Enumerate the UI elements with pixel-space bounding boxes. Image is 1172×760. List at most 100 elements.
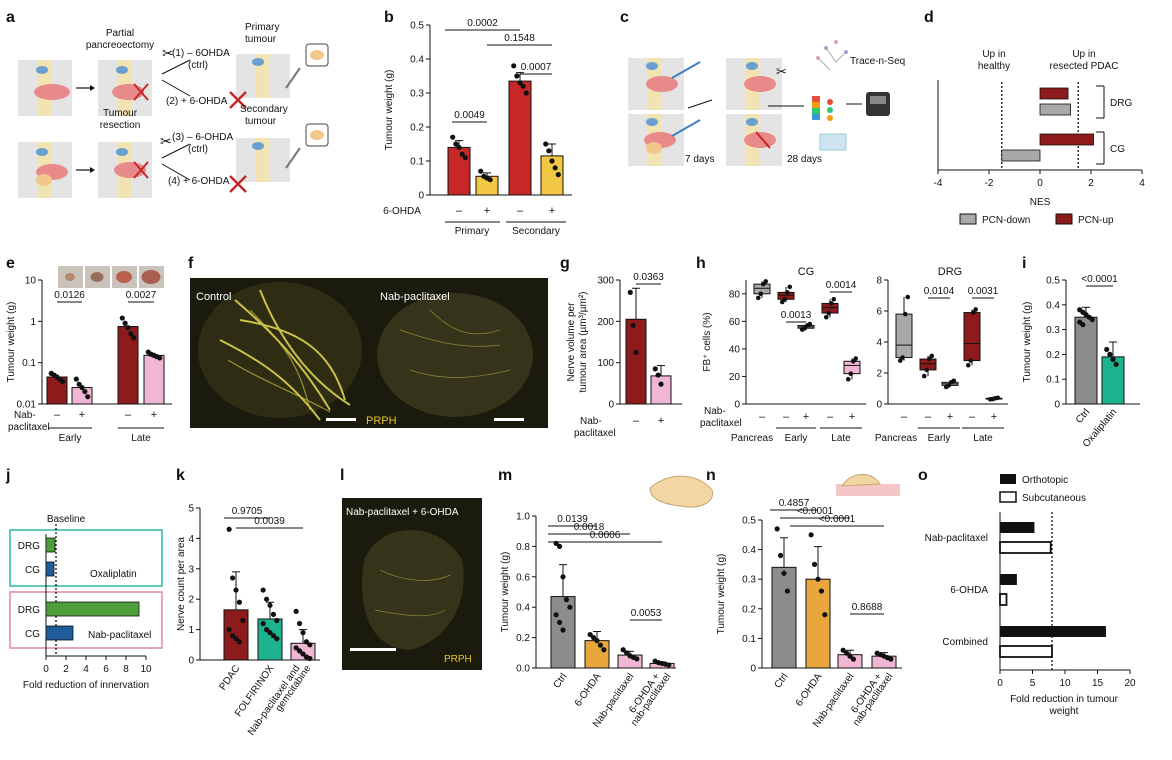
x-axis-label: NES [1030, 197, 1051, 208]
data-point [270, 611, 277, 618]
treatment-sign: – [901, 411, 908, 423]
label-partial: Partial [106, 28, 134, 39]
x-tick-label: -2 [985, 178, 994, 189]
p-value: 0.0014 [826, 280, 857, 291]
y-tick-label: 2 [876, 369, 882, 380]
group-label: Early [59, 433, 82, 444]
data-point [1113, 361, 1119, 367]
data-point [590, 635, 597, 641]
scale-bar [494, 418, 524, 421]
y-tick-label: 20 [729, 372, 741, 383]
data-point [307, 655, 313, 662]
panel-a-schematic: Partial pancreoectomy ✂ (1) – 6OHDA (ctr… [18, 22, 329, 198]
data-point [82, 388, 88, 395]
bar-subcutaneous [999, 645, 1053, 658]
data-point [293, 645, 299, 651]
treatment-sign: + [849, 411, 855, 423]
group-label: Late [973, 433, 993, 444]
arrow-head [90, 167, 95, 173]
data-point [900, 355, 906, 360]
y-tick-label: 0.4 [410, 55, 424, 66]
bar-subcutaneous [999, 541, 1052, 554]
p-value: 0.0039 [254, 516, 285, 527]
data-point [296, 648, 303, 654]
treatment-sign: + [991, 411, 997, 423]
data-point [125, 325, 131, 331]
y-tick-label: 0.1 [22, 358, 36, 369]
bar [1074, 316, 1098, 405]
bar [223, 609, 249, 661]
data-point [236, 639, 243, 645]
x-tick-label: 2 [63, 664, 69, 675]
panel-label-c: c [620, 9, 629, 26]
row-label: DRG [18, 541, 40, 552]
data-point [888, 656, 894, 662]
annotation: Up in [1072, 49, 1095, 60]
x-category-label: Ctrl [773, 671, 791, 690]
data-point [229, 575, 236, 581]
y-tick-label: 0.2 [1046, 350, 1060, 361]
panel-label-k: k [176, 467, 185, 484]
treatment-label: 6-OHDA [383, 206, 421, 217]
label-treatment-1: (1) – 6OHDA [172, 48, 230, 59]
data-point [995, 395, 1001, 401]
stain-label-prph: PRPH [444, 654, 472, 665]
data-point [850, 656, 857, 662]
data-point [73, 376, 79, 382]
micrograph-label-nab: Nab-paclitaxel [380, 291, 450, 303]
nerve-network-icon [816, 40, 848, 71]
p-value: 0.0027 [126, 290, 157, 301]
data-point [546, 148, 552, 154]
data-point [267, 602, 273, 608]
p-value: 0.8688 [852, 602, 883, 613]
annotation: Up in [982, 49, 1005, 60]
tumour-probe-icon [285, 123, 329, 169]
x-category-label: Ctrl [552, 671, 570, 690]
arrow [161, 163, 191, 181]
data-point [946, 383, 952, 388]
data-point [85, 394, 91, 400]
y-tick-label: 0 [734, 400, 740, 411]
treatment-sign: + [803, 411, 809, 423]
treatment-sign: + [549, 205, 555, 217]
y-tick-label: 0.3 [410, 89, 424, 100]
mouse-silhouette [628, 114, 684, 166]
bar [45, 601, 140, 617]
y-axis-label: tumour area (µm³/µm²) [578, 292, 589, 393]
label-tumour-resection-1: Tumour [103, 108, 138, 119]
data-point [157, 355, 163, 361]
data-point [233, 636, 239, 642]
label-28-days: 28 days [787, 154, 822, 165]
group-label: Oxaliplatin [90, 569, 137, 580]
y-tick-label: 0.8 [516, 542, 530, 553]
label-tumour-2: tumour [245, 116, 277, 127]
x-tick-label: 5 [1030, 678, 1036, 689]
x-category-label: 6-OHDA [794, 671, 825, 709]
group-label: Secondary [512, 226, 560, 237]
data-point [763, 279, 769, 284]
data-point [1089, 317, 1095, 323]
legend-swatch [959, 213, 977, 225]
x-tick-label: 6 [103, 664, 109, 675]
data-point [556, 543, 563, 550]
panel-f-micrographs: Control Nab-paclitaxel PRPH [190, 278, 548, 428]
data-point [897, 358, 903, 363]
mouse-silhouette [98, 60, 152, 116]
syringe-icon [671, 119, 701, 137]
treatment-sign: + [151, 409, 157, 421]
data-point [233, 587, 239, 593]
bar-pcn-up [1039, 133, 1094, 146]
row-label: CG [1110, 144, 1125, 155]
group-label: Late [131, 433, 151, 444]
p-value: 0.0126 [54, 290, 85, 301]
data-point [226, 627, 232, 633]
y-tick-label: 0 [418, 191, 424, 202]
p-value: <0.0001 [797, 506, 834, 517]
cross-icon [229, 91, 247, 109]
data-point [840, 647, 846, 653]
data-point [758, 291, 764, 297]
data-point [970, 310, 976, 315]
label-primary: Primary [245, 22, 279, 33]
data-point [462, 155, 468, 161]
